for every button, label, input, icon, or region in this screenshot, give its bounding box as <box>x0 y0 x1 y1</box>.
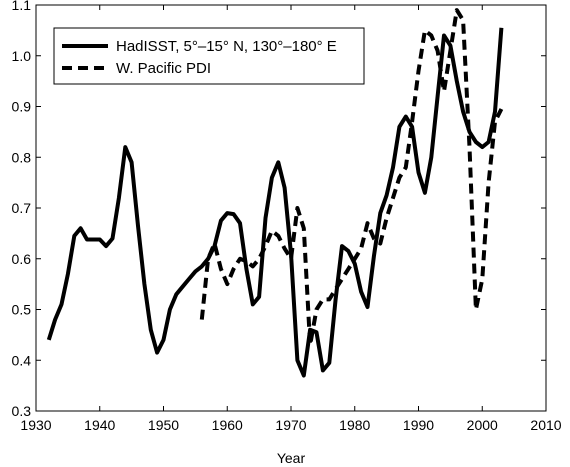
x-tick-label: 1930 <box>20 417 51 433</box>
y-tick-label: 0.7 <box>12 200 32 216</box>
y-tick-label: 0.4 <box>12 352 32 368</box>
legend: HadISST, 5°–15° N, 130°–180° E W. Pacifi… <box>53 27 365 85</box>
legend-label-pdi: W. Pacific PDI <box>116 60 211 77</box>
y-tick-label: 0.9 <box>12 99 32 115</box>
legend-box <box>53 27 365 85</box>
series-line-pdi <box>199 8 504 347</box>
x-tick-label: 1970 <box>275 417 306 433</box>
y-tick-label: 1.0 <box>12 48 32 64</box>
x-tick-label: 1950 <box>148 417 179 433</box>
y-tick-label: 0.6 <box>12 251 32 267</box>
y-tick-label: 0.5 <box>12 302 32 318</box>
x-tick-label: 1940 <box>84 417 115 433</box>
x-tick-label: 2000 <box>467 417 498 433</box>
y-tick-label: 1.1 <box>12 0 32 13</box>
x-tick-label: 1980 <box>339 417 370 433</box>
y-tick-label: 0.8 <box>12 149 32 165</box>
series-line-hadisst <box>46 27 504 378</box>
x-tick-label: 1960 <box>212 417 243 433</box>
y-tick-label: 0.3 <box>12 403 32 419</box>
x-tick-label: 2010 <box>530 417 561 433</box>
tick-layer: 1930 1940 1950 1960 1970 1980 1990 2000 2010 0.3 0… <box>12 0 562 433</box>
legend-label-hadisst: HadISST, 5°–15° N, 130°–180° E <box>116 38 337 55</box>
x-axis-title: Year <box>277 450 306 466</box>
series-layer <box>46 8 504 378</box>
x-tick-label: 1990 <box>403 417 434 433</box>
